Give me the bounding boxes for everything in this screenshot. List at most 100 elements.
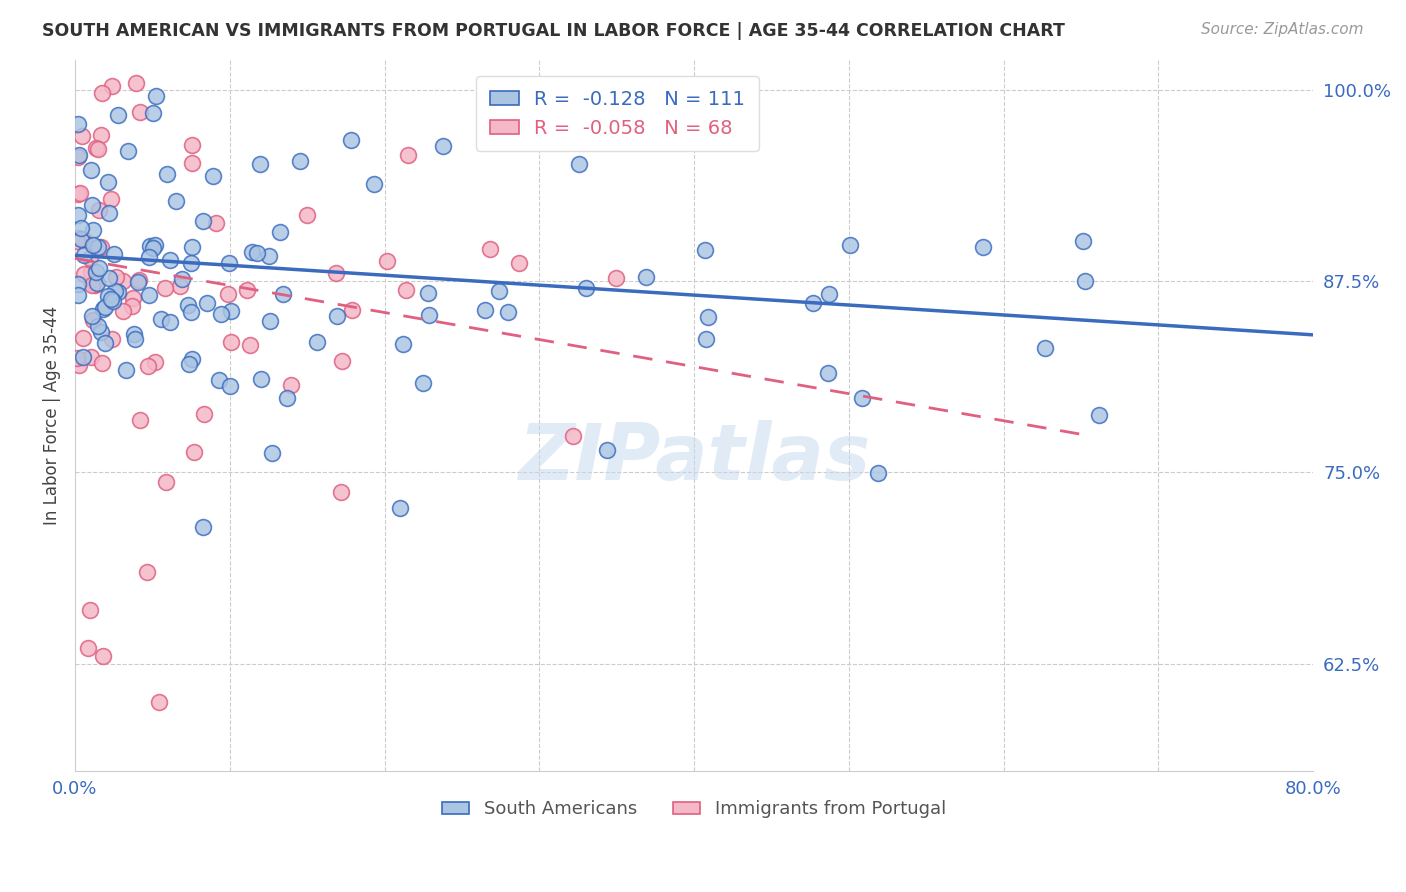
Point [97, 206, 120, 220]
Point [181, 240, 204, 254]
Point [208, 373, 231, 387]
Point [94, 336, 117, 351]
Point [136, 359, 159, 373]
Point [100, 79, 122, 94]
Point [82, 238, 104, 252]
Point [972, 240, 994, 254]
Point [66, 231, 89, 245]
Point [86, 276, 108, 290]
Point [143, 237, 166, 252]
Point [181, 138, 204, 153]
Point [97, 289, 120, 303]
Point [259, 314, 281, 328]
Point [596, 442, 619, 457]
Point [87, 202, 110, 217]
Point [474, 303, 496, 318]
Point [67, 117, 90, 131]
Point [129, 413, 152, 427]
Point [295, 209, 318, 223]
Point [89, 128, 111, 142]
Point [66, 234, 89, 248]
Point [145, 88, 167, 103]
Point [159, 315, 181, 329]
Point [67, 187, 90, 202]
Point [269, 225, 291, 239]
Legend: South Americans, Immigrants from Portugal: South Americans, Immigrants from Portuga… [434, 793, 953, 826]
Point [86, 240, 108, 254]
Point [177, 298, 200, 312]
Point [418, 309, 440, 323]
Point [111, 304, 134, 318]
Point [568, 157, 591, 171]
Point [1071, 234, 1094, 248]
Text: Source: ZipAtlas.com: Source: ZipAtlas.com [1201, 22, 1364, 37]
Point [524, 99, 547, 113]
Point [496, 305, 519, 319]
Point [124, 332, 146, 346]
Point [72, 331, 94, 345]
Point [155, 168, 177, 182]
Point [205, 216, 228, 230]
Point [1035, 342, 1057, 356]
Point [180, 352, 202, 367]
Point [396, 148, 419, 162]
Point [240, 245, 263, 260]
Point [115, 363, 138, 377]
Point [103, 247, 125, 261]
Point [70, 128, 93, 143]
Point [67, 277, 90, 291]
Point [340, 303, 363, 318]
Point [170, 272, 193, 286]
Point [159, 253, 181, 268]
Point [575, 281, 598, 295]
Point [84, 277, 107, 292]
Point [91, 648, 114, 663]
Point [1088, 408, 1111, 422]
Point [67, 208, 90, 222]
Point [218, 255, 240, 269]
Point [82, 313, 104, 327]
Point [432, 139, 454, 153]
Point [142, 106, 165, 120]
Point [148, 695, 170, 709]
Point [478, 242, 501, 256]
Point [128, 272, 150, 286]
Point [122, 327, 145, 342]
Point [801, 296, 824, 310]
Point [636, 270, 658, 285]
Point [375, 253, 398, 268]
Point [219, 334, 242, 349]
Point [262, 446, 284, 460]
Point [69, 186, 91, 200]
Point [100, 292, 122, 306]
Point [107, 285, 129, 299]
Point [838, 237, 860, 252]
Point [91, 356, 114, 370]
Point [851, 391, 873, 405]
Point [329, 484, 352, 499]
Point [79, 251, 101, 265]
Point [246, 245, 269, 260]
Point [180, 155, 202, 169]
Point [142, 241, 165, 255]
Point [1074, 274, 1097, 288]
Point [67, 150, 90, 164]
Point [82, 277, 104, 292]
Point [121, 299, 143, 313]
Point [79, 603, 101, 617]
Point [91, 301, 114, 316]
Point [155, 475, 177, 489]
Point [868, 466, 890, 480]
Y-axis label: In Labor Force | Age 35-44: In Labor Force | Age 35-44 [44, 306, 60, 524]
Point [153, 281, 176, 295]
Point [412, 376, 434, 390]
Point [82, 197, 104, 211]
Point [84, 141, 107, 155]
Point [179, 357, 201, 371]
Point [191, 519, 214, 533]
Point [325, 266, 347, 280]
Point [138, 250, 160, 264]
Point [165, 194, 187, 209]
Point [100, 192, 122, 206]
Point [271, 286, 294, 301]
